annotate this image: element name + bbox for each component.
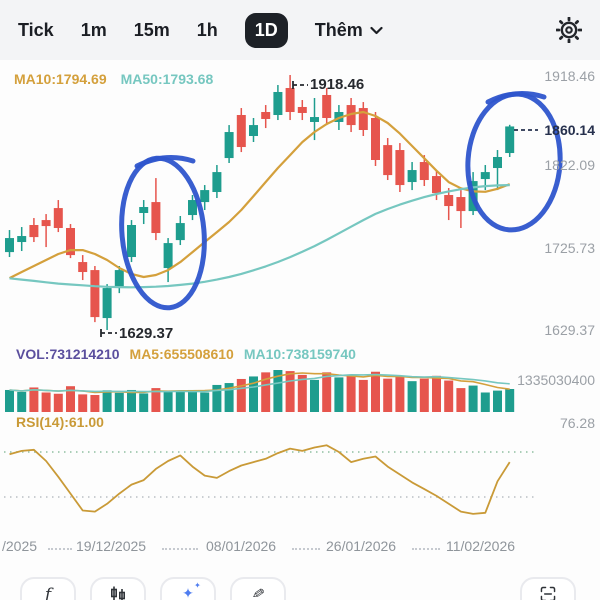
volume-ma5-label: MA5:655508610 bbox=[129, 346, 234, 362]
fullscreen-icon bbox=[539, 585, 557, 600]
price-axis-label: 1822.09 bbox=[544, 157, 595, 173]
tab-more[interactable]: Thêm bbox=[315, 14, 383, 47]
tab-15m[interactable]: 15m bbox=[134, 14, 170, 47]
volume-value-label: VOL:731214210 bbox=[16, 346, 120, 362]
sparkles-icon: ✦ ✦ bbox=[182, 581, 201, 600]
price-axis-label: 1629.37 bbox=[544, 322, 595, 338]
current-price-label: 1860.14 bbox=[544, 122, 595, 138]
tab-more-label: Thêm bbox=[314, 19, 363, 40]
ai-assistant-button[interactable]: ✦ ✦ bbox=[160, 577, 216, 600]
ma50-legend: MA50:1793.68 bbox=[120, 71, 214, 87]
price-axis-label: 1725.73 bbox=[544, 240, 595, 256]
gear-icon bbox=[555, 16, 583, 46]
price-axis-label: 1918.46 bbox=[544, 68, 595, 84]
ma10-legend: MA10:1794.69 bbox=[14, 71, 107, 87]
tab-1m[interactable]: 1m bbox=[81, 14, 107, 47]
chart-type-button[interactable] bbox=[90, 577, 146, 600]
pen-icon: ✎ bbox=[250, 585, 266, 600]
volume-axis-label: 1335030400 bbox=[517, 372, 595, 388]
x-axis-label: /2025 bbox=[2, 538, 38, 554]
axis-dotted-separator bbox=[292, 548, 320, 550]
peak-price-label: 1918.46 bbox=[310, 76, 365, 93]
axis-dotted-separator bbox=[162, 548, 198, 550]
tab-1h[interactable]: 1h bbox=[197, 14, 218, 47]
settings-button[interactable] bbox=[555, 16, 583, 46]
volume-legend: VOL:731214210 MA5:655508610 MA10:7381597… bbox=[16, 346, 356, 362]
volume-ma10-label: MA10:738159740 bbox=[243, 346, 356, 362]
chevron-down-icon bbox=[370, 26, 383, 35]
trough-price-label: 1629.37 bbox=[119, 325, 174, 342]
fullscreen-button[interactable] bbox=[520, 577, 576, 600]
x-axis-label: 08/01/2026 bbox=[206, 538, 277, 554]
x-axis-label: 19/12/2025 bbox=[76, 538, 147, 554]
x-axis-label: 11/02/2026 bbox=[446, 538, 516, 554]
fx-icon: ƒ bbox=[44, 585, 52, 600]
tab-1d[interactable]: 1D bbox=[244, 12, 288, 48]
price-ma-legend: MA10:1794.69 MA50:1793.68 bbox=[14, 71, 213, 87]
tab-tick[interactable]: Tick bbox=[18, 14, 54, 47]
axis-dotted-separator bbox=[412, 548, 440, 550]
rsi-axis-label: 76.28 bbox=[559, 415, 595, 431]
axis-dotted-separator bbox=[48, 548, 72, 550]
candlestick-icon bbox=[109, 585, 127, 600]
timeframe-toolbar: Tick 1m 15m 1h 1D Thêm bbox=[0, 0, 600, 60]
rsi-legend: RSI(14):61.00 bbox=[16, 414, 104, 430]
indicator-button[interactable]: ƒ bbox=[20, 577, 76, 600]
x-axis-label: 26/01/2026 bbox=[326, 538, 397, 554]
draw-button[interactable]: ✎ bbox=[230, 577, 286, 600]
